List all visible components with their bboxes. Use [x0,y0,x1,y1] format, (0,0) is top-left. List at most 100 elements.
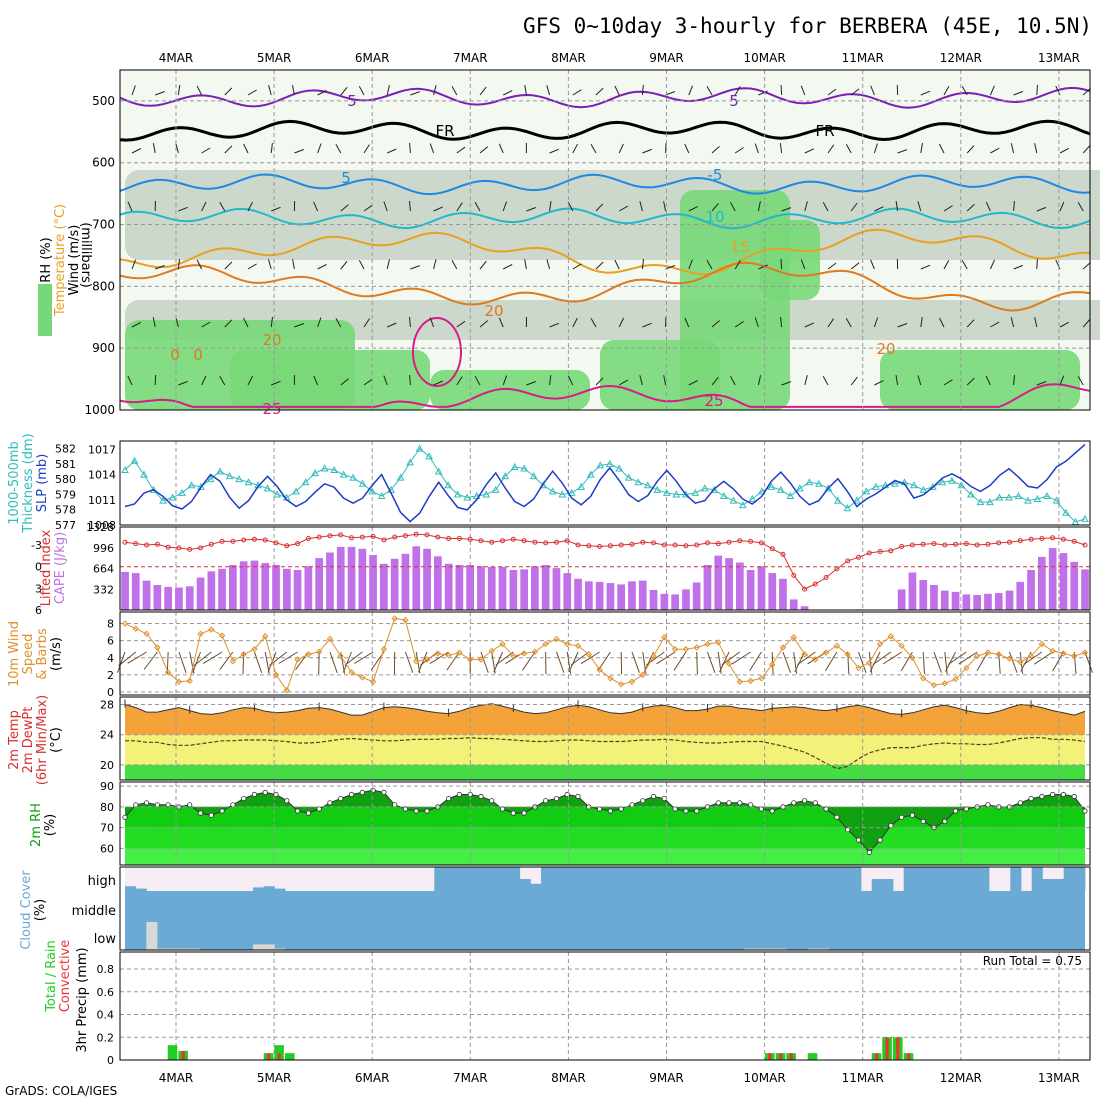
wind-barb [618,379,629,386]
wind-barb [850,376,858,386]
wind-barb [845,318,852,328]
wind10m-barb [958,651,978,665]
cloud-low-gap [807,948,819,950]
panel-frame-wind [119,611,1091,696]
cloud-high-bar [434,867,446,891]
wind-barb [387,148,397,154]
date-label-bottom-9: 13MAR [1038,1071,1080,1085]
cape-bar [390,558,399,611]
wind-barb [1010,143,1015,154]
rh-region-0 [125,170,1100,260]
wind10m-barb [847,651,850,675]
wind-barb [268,85,272,96]
cloud-high-bar [530,883,542,891]
li-point [1071,538,1077,544]
li-point [165,544,171,550]
rh-point [1060,791,1067,798]
cloud-high-bar [946,867,958,891]
rh-point [1028,795,1034,802]
wind-barb [961,260,968,270]
panel-frame-upper [119,69,1091,411]
wind-barb [1077,202,1084,212]
wind10m-barb [495,651,514,666]
cloud-high-bar [1042,879,1054,891]
cape-bar [1038,556,1046,610]
wind-barb [127,375,133,386]
wind-speed-point [1038,640,1046,648]
wind-barb [758,264,768,270]
wind-speed-point [844,651,851,658]
date-label-top-5: 9MAR [649,51,684,65]
wind10m-barb [872,651,892,666]
wind-speed-point [143,630,150,638]
wind-barb [684,317,690,328]
wind10m-barb [269,651,288,666]
wind-speed-point [531,648,539,655]
wind10m-barb [719,651,730,673]
rh-point [543,798,549,804]
li-point [942,542,948,548]
wind-barb [779,143,783,154]
rh-point [834,814,840,820]
rh-point [845,827,851,833]
wind-barb [939,317,945,328]
li-point [651,540,656,546]
li-point [198,545,203,551]
ytick-cape-2: 664 [93,563,114,576]
wind-barb [734,147,744,154]
wind-barb [1013,374,1015,386]
ytick-wind-0: 8 [107,618,114,631]
contour-label-12: 0 [170,346,180,364]
cloud-high-bar [882,879,894,891]
wind-barb [874,206,884,212]
isotherm-15 [119,228,1091,276]
cloud-high-bar [615,867,627,891]
side-label-wind-1: Speed [21,634,36,675]
isotherm-FR [119,119,1091,142]
wind-speed-point [639,671,646,679]
cloud-high-bar [626,867,638,891]
wind10m-barb [933,651,942,673]
wind-speed-point [359,674,366,681]
cloud-high-bar [829,867,841,891]
cloud-high-bar [957,867,969,891]
rh-point [672,806,678,812]
cloud-high-bar [562,867,574,891]
thickness-point [121,465,129,474]
wind-barb [1077,376,1084,386]
cloud-low-gap [167,948,179,950]
wind-speed-point [348,669,355,676]
precip-convective-bar [874,1053,879,1060]
wind-speed-point [876,640,884,648]
wind-barb [152,143,156,154]
wind-barb [243,143,249,154]
wind-speed-point [919,675,927,682]
cape-bar [185,586,194,611]
cloud-high-bar [775,867,787,891]
rh-point [920,818,926,825]
li-point [521,538,527,544]
wind-speed-point [337,652,344,660]
wind-barb [917,375,922,386]
wind-barb [358,85,365,96]
cloud-high-bar [1053,879,1065,891]
wind-barb [804,148,815,154]
thickness-point [586,470,595,478]
wind-barb [804,322,815,328]
contour-label-4: 5 [729,92,739,110]
cloud-low-gap [765,948,777,950]
thickness-point [757,487,766,495]
cape-bar [746,570,755,610]
wind-barb [456,376,463,386]
thickness-point [263,484,272,492]
wind-barb [870,259,875,270]
thickness-point [225,472,234,480]
ytick-temp-1: 24 [100,729,114,742]
wind10m-barb [945,651,957,672]
wind-barb [177,259,180,270]
cloud-high-bar [253,887,265,891]
wind-barb [1059,375,1065,386]
wind-barb [734,86,741,96]
wind10m-barb [707,651,716,673]
wind-barb [595,203,604,212]
